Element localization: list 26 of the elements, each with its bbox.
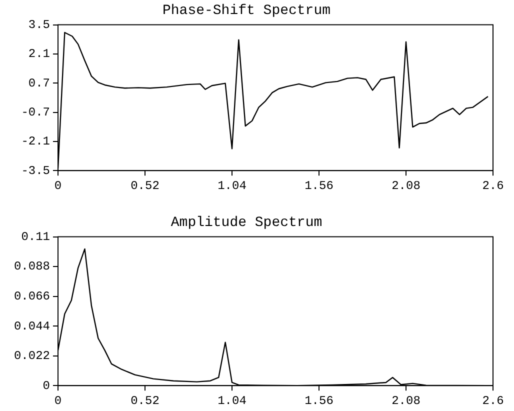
x-tick-label: 2.6	[482, 178, 504, 193]
y-tick-label: 2.1	[28, 47, 50, 62]
chart-title: Phase-Shift Spectrum	[162, 3, 331, 20]
x-tick-label: 1.04	[218, 178, 246, 193]
y-tick-label: 0.7	[28, 76, 50, 90]
x-tick-label: 0.52	[130, 394, 160, 408]
y-tick-label: 0.11	[21, 230, 50, 244]
x-tick-label: 1.04	[218, 394, 246, 408]
y-tick-label: 0	[42, 378, 50, 393]
x-tick-label: 1.56	[304, 394, 334, 408]
y-tick-label: 0.022	[14, 349, 50, 364]
y-tick-label: 3.5	[28, 18, 50, 32]
y-tick-label: -0.7	[21, 105, 50, 120]
x-tick-label: 0	[54, 394, 62, 408]
chart-title: Amplitude Spectrum	[170, 215, 322, 232]
y-tick-label: -2.1	[21, 134, 50, 149]
y-tick-label: -3.5	[21, 164, 50, 178]
y-tick-label: 0.066	[14, 289, 50, 304]
x-tick-label: 2.08	[392, 178, 420, 193]
x-tick-label: 1.56	[304, 178, 334, 193]
x-tick-label: 2.6	[482, 394, 504, 408]
y-tick-label: 0.044	[14, 319, 50, 334]
x-tick-label: 2.08	[392, 394, 420, 408]
x-tick-label: 0.52	[130, 178, 160, 193]
y-tick-label: 0.088	[14, 260, 50, 274]
x-tick-label: 0	[54, 178, 62, 193]
